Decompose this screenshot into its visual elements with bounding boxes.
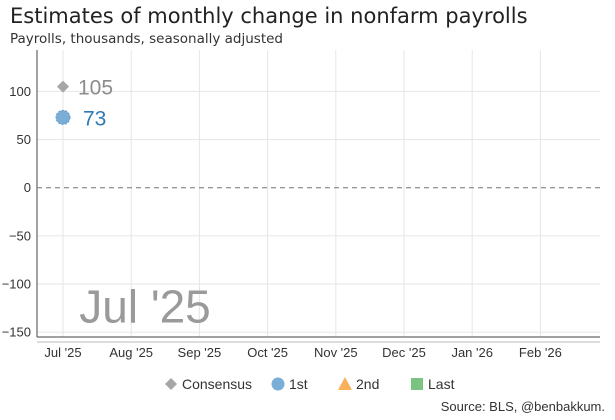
month-watermark: Jul '25 bbox=[79, 281, 211, 333]
legend-label: Last bbox=[428, 376, 455, 392]
x-tick-label: Dec '25 bbox=[382, 345, 426, 360]
chart-title: Estimates of monthly change in nonfarm p… bbox=[10, 4, 528, 28]
legend-label: 2nd bbox=[356, 376, 380, 392]
x-tick-label: Nov '25 bbox=[314, 345, 358, 360]
x-tick-label: Jul '25 bbox=[44, 345, 81, 360]
point-consensus bbox=[57, 80, 69, 93]
x-tick-label: Feb '26 bbox=[519, 345, 562, 360]
x-tick-label: Sep '25 bbox=[178, 345, 222, 360]
legend-swatch-last bbox=[411, 378, 423, 390]
chart-subtitle: Payrolls, thousands, seasonally adjusted bbox=[10, 31, 284, 47]
legend-label: 1st bbox=[289, 376, 308, 392]
x-tick-label: Jan '26 bbox=[451, 345, 493, 360]
x-tick-label: Oct '25 bbox=[247, 345, 288, 360]
y-tick-label: −150 bbox=[2, 325, 31, 340]
legend-swatch-2nd bbox=[338, 377, 352, 390]
y-tick-label: 50 bbox=[17, 132, 31, 147]
source-note: Source: BLS, @benbakkum. bbox=[440, 399, 605, 414]
legend-swatch-1st bbox=[271, 377, 285, 391]
y-tick-label: −50 bbox=[9, 228, 31, 243]
legend-item-consensus: Consensus bbox=[163, 376, 252, 392]
data-label-consensus: 105 bbox=[78, 77, 113, 100]
legend-item-1st: 1st bbox=[270, 376, 308, 392]
legend-item-last: Last bbox=[409, 376, 454, 392]
legend-item-2nd: 2nd bbox=[337, 376, 379, 392]
y-tick-label: −100 bbox=[2, 277, 31, 292]
chart-legend: Consensus 1st 2nd Last bbox=[0, 376, 615, 396]
y-tick-label: 100 bbox=[9, 84, 31, 99]
point-1st bbox=[55, 109, 71, 125]
legend-label: Consensus bbox=[182, 376, 253, 392]
x-tick-label: Aug '25 bbox=[109, 345, 153, 360]
legend-swatch-consensus bbox=[165, 378, 177, 390]
y-tick-label: 0 bbox=[24, 180, 31, 195]
data-label-1st: 73 bbox=[83, 107, 106, 130]
